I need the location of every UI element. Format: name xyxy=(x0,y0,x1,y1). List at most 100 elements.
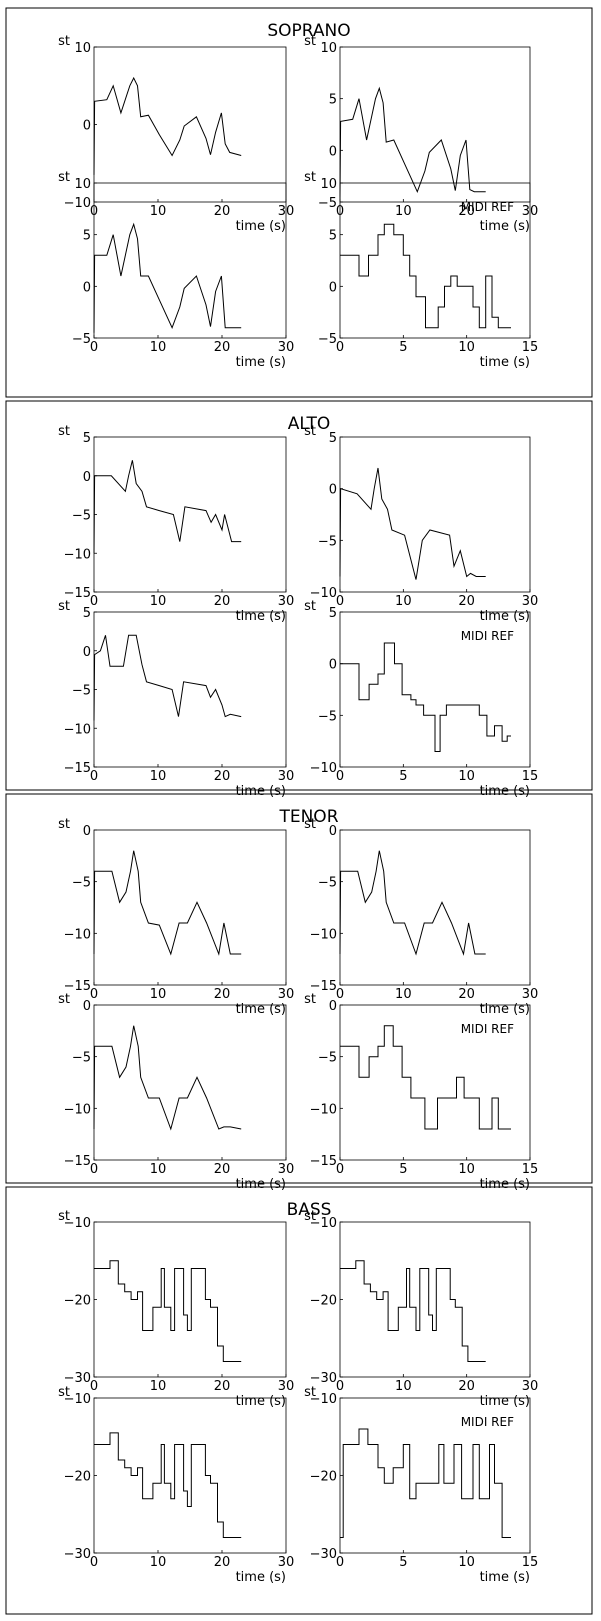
y-tick-label: 5 xyxy=(329,606,337,621)
x-tick-label: 5 xyxy=(399,1162,407,1177)
x-axis-label: time (s) xyxy=(236,1394,286,1409)
subplot: 0 10 20 30 −15 −10 −5 0 st time (s) xyxy=(58,817,294,1017)
pitch-contour-line xyxy=(340,642,511,752)
x-tick-label: 5 xyxy=(399,340,407,355)
axes-box xyxy=(93,611,287,768)
axes-box xyxy=(339,46,531,203)
y-tick-label: −10 xyxy=(64,196,91,211)
x-tick-label: 20 xyxy=(214,1555,231,1570)
pitch-contour-line xyxy=(94,1432,242,1538)
y-tick-label: 10 xyxy=(74,41,91,56)
y-tick-label: 5 xyxy=(83,431,91,446)
y-axis-label: st xyxy=(58,992,70,1007)
section-title: SOPRANO xyxy=(267,21,350,41)
y-tick-label: −5 xyxy=(72,876,91,891)
x-axis-label: time (s) xyxy=(480,1002,530,1017)
y-tick-label: 5 xyxy=(329,431,337,446)
x-tick-label: 15 xyxy=(522,1162,539,1177)
pitch-contour-line xyxy=(93,1025,242,1131)
x-axis-label: time (s) xyxy=(480,355,530,370)
subplot: 0 10 20 30 −15 −10 −5 0 st time (s) xyxy=(304,817,538,1017)
x-tick-label: 0 xyxy=(336,1555,344,1570)
y-tick-label: 0 xyxy=(83,119,91,134)
y-tick-label: −10 xyxy=(310,927,337,942)
y-tick-label: −10 xyxy=(310,1392,337,1407)
x-tick-label: 30 xyxy=(278,1162,295,1177)
x-tick-label: 30 xyxy=(522,1379,539,1394)
pitch-contour-line xyxy=(93,850,242,956)
y-axis-label: st xyxy=(58,1385,70,1400)
y-tick-label: 10 xyxy=(320,177,337,192)
y-axis-label: st xyxy=(304,34,316,49)
y-tick-label: −30 xyxy=(310,1547,337,1562)
y-tick-label: −20 xyxy=(64,1470,91,1485)
y-tick-label: −10 xyxy=(64,1216,91,1231)
x-tick-label: 10 xyxy=(458,1555,475,1570)
pitch-contour-line xyxy=(93,634,242,721)
pitch-contour-line xyxy=(340,1025,511,1130)
y-tick-label: −10 xyxy=(310,586,337,601)
x-tick-label: 30 xyxy=(522,594,539,609)
x-tick-label: 10 xyxy=(458,340,475,355)
y-tick-label: −5 xyxy=(72,332,91,347)
x-tick-label: 10 xyxy=(150,204,167,219)
y-tick-label: −10 xyxy=(310,761,337,776)
y-tick-label: 5 xyxy=(83,229,91,244)
x-tick-label: 0 xyxy=(336,1162,344,1177)
x-tick-label: 30 xyxy=(278,987,295,1002)
y-tick-label: −15 xyxy=(310,979,337,994)
midi-ref-annotation: MIDI REF xyxy=(461,1022,514,1036)
x-tick-label: 5 xyxy=(399,769,407,784)
section-title: TENOR xyxy=(278,807,338,827)
x-tick-label: 10 xyxy=(150,1555,167,1570)
midi-ref-annotation: MIDI REF xyxy=(461,200,514,214)
pitch-contour-line xyxy=(93,460,242,554)
y-axis-label: st xyxy=(304,1385,316,1400)
x-axis-label: time (s) xyxy=(236,1177,286,1192)
x-tick-label: 10 xyxy=(150,1379,167,1394)
y-tick-label: −5 xyxy=(318,709,337,724)
y-tick-label: −10 xyxy=(64,1392,91,1407)
y-tick-label: −20 xyxy=(310,1294,337,1309)
x-axis-label: time (s) xyxy=(480,609,530,624)
x-tick-label: 30 xyxy=(278,594,295,609)
x-axis-label: time (s) xyxy=(480,784,530,799)
subplot: 0 10 20 30 −15 −10 −5 0 st time (s) xyxy=(58,992,294,1192)
x-axis-label: time (s) xyxy=(236,355,286,370)
y-tick-label: 0 xyxy=(83,999,91,1014)
pitch-contour-line xyxy=(340,1260,486,1362)
x-tick-label: 0 xyxy=(90,340,98,355)
axes-box xyxy=(93,46,287,203)
y-tick-label: 0 xyxy=(83,645,91,660)
x-axis-label: time (s) xyxy=(236,219,286,234)
x-tick-label: 10 xyxy=(150,340,167,355)
y-tick-label: −10 xyxy=(64,547,91,562)
x-tick-label: 0 xyxy=(336,987,344,1002)
y-tick-label: −10 xyxy=(64,1102,91,1117)
axes-box xyxy=(93,829,287,986)
x-tick-label: 10 xyxy=(150,769,167,784)
y-tick-label: 0 xyxy=(83,824,91,839)
x-tick-label: 20 xyxy=(458,204,475,219)
pitch-contour-line xyxy=(339,850,486,956)
y-tick-label: −30 xyxy=(310,1371,337,1386)
x-tick-label: 10 xyxy=(150,594,167,609)
section-frame xyxy=(5,793,593,1184)
y-tick-label: −15 xyxy=(310,1154,337,1169)
x-tick-label: 0 xyxy=(90,769,98,784)
x-tick-label: 30 xyxy=(278,1555,295,1570)
subplot: 0 5 10 15 −15 −10 −5 0 st time (s) MIDI REF xyxy=(304,992,538,1192)
x-tick-label: 0 xyxy=(90,594,98,609)
y-axis-label: st xyxy=(304,170,316,185)
x-axis-label: time (s) xyxy=(480,1394,530,1409)
axes-box xyxy=(339,1221,531,1378)
y-tick-label: −15 xyxy=(64,586,91,601)
y-tick-label: −10 xyxy=(64,722,91,737)
x-axis-label: time (s) xyxy=(236,784,286,799)
y-axis-label: st xyxy=(304,817,316,832)
y-tick-label: 0 xyxy=(83,470,91,485)
pitch-contour-line xyxy=(339,86,486,197)
